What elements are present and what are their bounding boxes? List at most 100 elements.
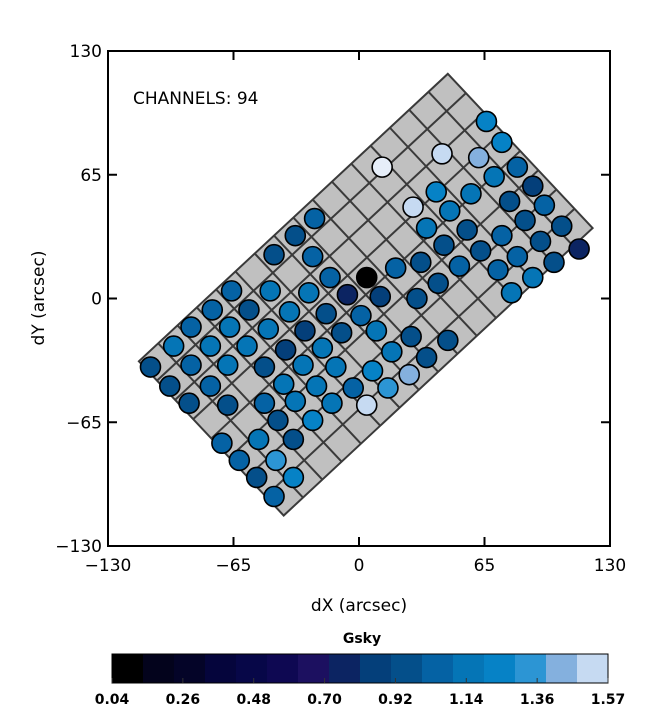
fiber-point xyxy=(259,280,281,302)
colorbar-tick-label: 1.57 xyxy=(591,692,626,708)
colorbar-tick-label: 0.04 xyxy=(95,692,130,708)
colorbar-segment xyxy=(360,654,392,683)
fiber-point xyxy=(162,335,185,357)
colorbar-segment xyxy=(422,654,454,683)
fiber-point xyxy=(514,209,536,232)
grid-line xyxy=(228,169,540,459)
fiber-point xyxy=(529,230,552,253)
fiber-point xyxy=(216,354,239,376)
fiber-point xyxy=(220,280,243,302)
fiber-point xyxy=(257,318,280,340)
fiber-point xyxy=(483,165,505,188)
fiber-point xyxy=(456,219,478,241)
fiber-point xyxy=(294,320,316,342)
axis-ticks: −130 −65 0 65 130 −130 −65 0 65 130 xyxy=(55,42,626,576)
colorbar-segment xyxy=(112,654,144,683)
fiber-point xyxy=(568,238,590,260)
fiber-point xyxy=(253,356,276,378)
fiber-point xyxy=(475,110,498,133)
x-tick-label: 0 xyxy=(354,556,365,576)
fiber-point xyxy=(506,156,529,178)
colorbar-segment xyxy=(205,654,237,683)
fiber-point xyxy=(487,259,509,281)
x-tick-label: −130 xyxy=(85,556,132,576)
fiber-point xyxy=(247,428,270,451)
fiber-point xyxy=(406,287,428,310)
colorbar-title: Gsky xyxy=(343,631,381,647)
x-tick-label: 65 xyxy=(474,556,496,576)
colorbar-segment xyxy=(236,654,268,683)
fiber-point xyxy=(263,485,285,508)
fiber-point xyxy=(305,375,328,397)
fiber-point xyxy=(377,377,399,399)
fiber-point xyxy=(355,266,378,289)
fiber-point xyxy=(400,325,422,348)
fiber-point xyxy=(201,299,224,321)
colorbar-segment xyxy=(546,654,578,683)
fiber-point xyxy=(369,285,392,308)
colorbar-segment xyxy=(174,654,206,683)
fiber-point xyxy=(245,466,268,489)
fiber-point xyxy=(263,243,285,266)
fiber-point xyxy=(180,354,202,376)
fiber-point xyxy=(498,190,521,213)
y-tick-label: −130 xyxy=(55,537,102,557)
fiber-point xyxy=(491,224,513,247)
fiber-point xyxy=(469,240,492,262)
fiber-point xyxy=(550,215,573,237)
fiber-point xyxy=(284,224,307,247)
fiber-point xyxy=(467,146,490,169)
fiber-point xyxy=(365,320,388,342)
fiber-point xyxy=(180,316,202,338)
fiber-point xyxy=(158,375,181,397)
fiber-point xyxy=(265,449,287,472)
fiber-point xyxy=(301,409,324,432)
fiber-point xyxy=(303,207,326,230)
colorbar-tick-label: 1.14 xyxy=(449,692,484,708)
colorbar-segment xyxy=(577,654,609,683)
y-tick-label: 130 xyxy=(70,42,102,62)
fiber-point xyxy=(267,409,289,432)
x-tick-label: 130 xyxy=(594,556,626,576)
colorbar-segment xyxy=(391,654,423,683)
colorbar-frame xyxy=(111,653,609,684)
fiber-point xyxy=(218,316,241,338)
channels-annotation: CHANNELS: 94 xyxy=(133,89,258,109)
x-tick-label: −65 xyxy=(216,556,252,576)
grid-line xyxy=(156,92,467,382)
grid-line xyxy=(174,111,485,401)
y-tick-label: 0 xyxy=(91,290,102,310)
fiber-point xyxy=(311,337,334,359)
fiber-point xyxy=(272,373,295,395)
fiber-point xyxy=(409,251,432,274)
fiber-point xyxy=(415,217,438,239)
fiber-point xyxy=(398,363,421,386)
colorbar-tick-label: 0.70 xyxy=(307,692,342,708)
fiber-point xyxy=(336,283,359,306)
fiber-point xyxy=(425,181,448,203)
fiber-point xyxy=(371,156,393,178)
colorbar-segment xyxy=(515,654,547,683)
fiber-point xyxy=(361,360,384,382)
fiber-point xyxy=(533,194,556,217)
fiber-point xyxy=(253,392,276,415)
fiber-point xyxy=(350,304,372,327)
colorbar-tick-label: 1.36 xyxy=(520,692,555,708)
fiber-point xyxy=(330,321,353,344)
fiber-point xyxy=(431,143,453,165)
fiber-point xyxy=(216,394,239,416)
fiber-point xyxy=(415,346,438,369)
fiber-point xyxy=(199,375,222,397)
colorbar-segment xyxy=(329,654,361,683)
x-axis-label: dX (arcsec) xyxy=(311,596,407,616)
fiber-point xyxy=(500,281,523,304)
fiber-point xyxy=(178,392,200,415)
y-tick-label: 65 xyxy=(80,166,102,186)
fiber-point xyxy=(427,272,449,295)
colorbar: 0.04 0.26 0.48 0.70 0.92 1.14 1.36 1.57 xyxy=(95,653,626,708)
fiber-points xyxy=(139,110,590,508)
colorbar-segment xyxy=(143,654,175,683)
fiber-point xyxy=(342,377,365,399)
fiber-point xyxy=(521,266,544,289)
